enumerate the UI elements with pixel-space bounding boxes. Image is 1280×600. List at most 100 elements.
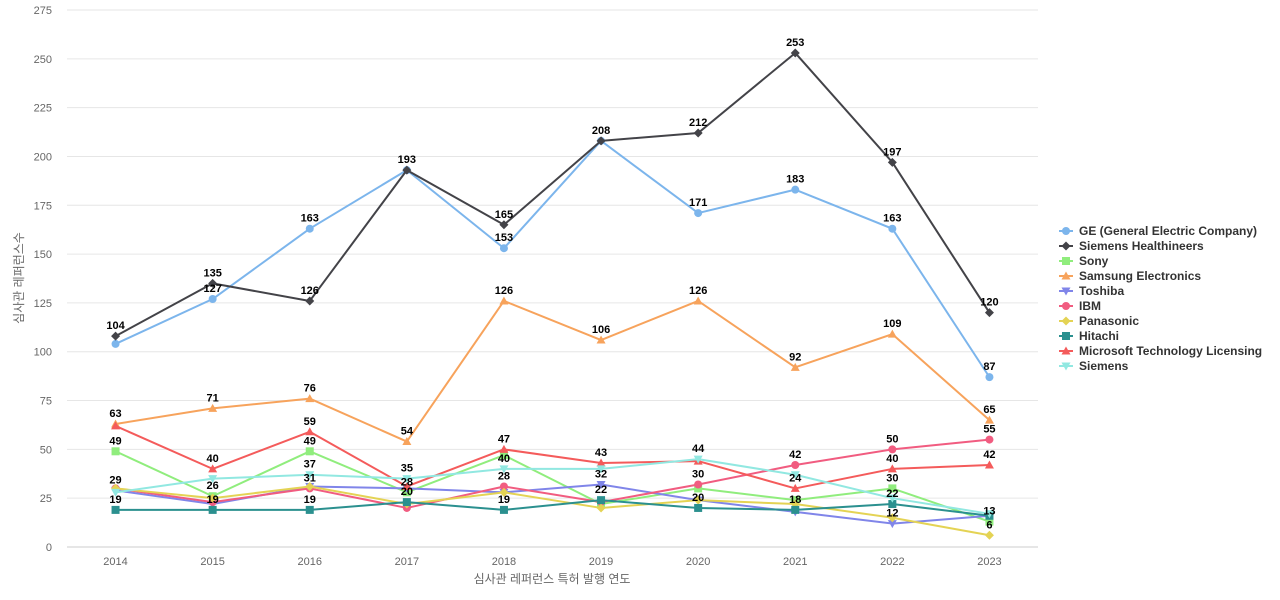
series-9 [111, 455, 994, 519]
data-label: 20 [401, 486, 413, 498]
legend-item[interactable]: Hitachi [1059, 329, 1119, 343]
data-label: 32 [595, 469, 607, 481]
data-point [402, 475, 412, 484]
y-tick-label: 275 [34, 5, 52, 17]
legend-item[interactable]: Siemens [1059, 359, 1129, 373]
data-point [499, 451, 508, 460]
data-label: 43 [595, 447, 607, 459]
data-point [111, 339, 120, 348]
data-point [790, 483, 800, 492]
x-tick-label: 2019 [589, 556, 613, 568]
data-label: 6 [986, 519, 992, 531]
data-label: 127 [203, 283, 221, 295]
data-label: 109 [883, 318, 901, 330]
data-label: 165 [495, 209, 513, 221]
series-1 [111, 48, 994, 341]
data-point [499, 444, 509, 453]
data-point [693, 455, 703, 464]
data-label: 31 [304, 472, 316, 484]
data-point [208, 464, 218, 473]
data-point [985, 435, 994, 444]
legend-item[interactable]: Siemens Healthineers [1059, 239, 1204, 253]
x-tick-label: 2017 [395, 556, 419, 568]
data-label: 208 [592, 125, 610, 137]
x-tick-label: 2018 [492, 556, 516, 568]
data-label: 92 [789, 351, 801, 363]
data-point [984, 530, 994, 540]
data-point [791, 185, 800, 194]
series-line [115, 425, 990, 490]
series-8 [111, 421, 994, 492]
data-point [499, 244, 508, 253]
data-point [596, 458, 606, 467]
data-point [499, 220, 509, 230]
grid-lines [67, 9, 1038, 548]
data-label: 26 [207, 480, 219, 492]
legend-item[interactable]: Sony [1059, 254, 1109, 268]
data-point [305, 471, 315, 480]
legend-item[interactable]: IBM [1059, 299, 1101, 313]
data-point [790, 471, 800, 480]
x-tick-label: 2020 [686, 556, 710, 568]
data-label: 126 [689, 285, 707, 297]
data-point [985, 517, 994, 526]
legend-item[interactable]: Panasonic [1059, 314, 1139, 328]
data-label: 253 [786, 37, 804, 49]
legend-item[interactable]: GE (General Electric Company) [1059, 224, 1257, 238]
x-tick-label: 2021 [783, 556, 807, 568]
data-label: 183 [786, 174, 804, 186]
data-point [984, 308, 994, 318]
data-label: 42 [789, 449, 801, 461]
data-label: 44 [692, 443, 705, 455]
series-line [115, 450, 990, 523]
x-tick-label: 2023 [977, 556, 1001, 568]
data-point [208, 505, 217, 514]
data-label: 40 [886, 453, 898, 465]
series-line [115, 499, 990, 517]
data-point [499, 482, 508, 491]
legend-label: Siemens [1079, 359, 1129, 373]
data-label: 65 [983, 404, 995, 416]
data-point [499, 296, 509, 305]
legend-item[interactable]: Samsung Electronics [1059, 269, 1201, 283]
data-point [111, 488, 121, 497]
data-point [693, 296, 703, 305]
data-point [402, 165, 412, 175]
data-label: 55 [983, 424, 995, 436]
series-lines [111, 48, 994, 540]
series-3 [111, 296, 994, 446]
series-6 [111, 481, 994, 540]
y-axis-title: 심사관 레퍼런스수 [12, 232, 26, 324]
data-point [694, 480, 703, 489]
data-point [305, 427, 315, 436]
data-point [402, 481, 412, 490]
data-label: 24 [789, 472, 802, 484]
legend-item[interactable]: Toshiba [1059, 284, 1124, 298]
data-point [305, 296, 315, 306]
data-label: 54 [401, 426, 414, 438]
data-label: 19 [207, 494, 219, 506]
data-label: 59 [304, 416, 316, 428]
data-label: 47 [498, 433, 510, 445]
y-tick-label: 75 [40, 396, 52, 408]
data-point [888, 224, 897, 233]
series-line [115, 438, 990, 509]
data-label: 126 [301, 285, 319, 297]
y-axis-ticks: 0 25 50 75 100 125 150 175 200 225 250 275 [34, 5, 52, 554]
data-point [305, 447, 314, 456]
data-label: 197 [883, 146, 901, 158]
legend-label: Siemens Healthineers [1079, 239, 1204, 253]
data-label: 171 [689, 197, 707, 209]
legend-label: Toshiba [1079, 284, 1124, 298]
data-label: 71 [207, 392, 219, 404]
data-label: 19 [304, 494, 316, 506]
data-label: 193 [398, 154, 416, 166]
legend-marker-icon [1062, 227, 1070, 235]
x-tick-label: 2016 [298, 556, 322, 568]
data-point [693, 128, 703, 138]
data-label: 19 [109, 494, 121, 506]
data-label: 28 [401, 476, 413, 488]
legend-marker-icon [1061, 271, 1071, 280]
legend-item[interactable]: Microsoft Technology Licensing [1059, 344, 1262, 358]
data-label: 76 [304, 383, 316, 395]
